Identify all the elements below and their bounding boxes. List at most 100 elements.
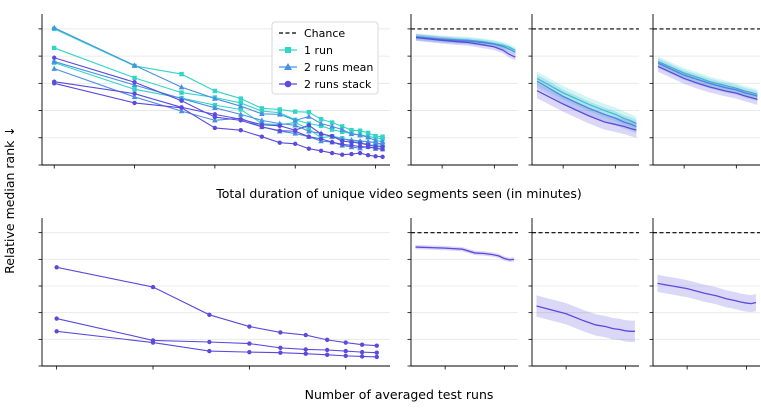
legend-one-run-label: 1 run	[304, 44, 333, 57]
marker-stack	[303, 351, 308, 356]
marker-one-run	[277, 107, 282, 112]
marker-mean	[212, 117, 218, 123]
legend-stack-marker	[284, 80, 292, 88]
marker-stack	[259, 124, 265, 130]
marker-mean	[372, 139, 379, 145]
marker-stack	[374, 343, 379, 348]
marker-one-run	[212, 88, 218, 94]
marker-stack	[277, 140, 282, 145]
marker-mean	[178, 108, 185, 114]
marker-stack	[277, 128, 282, 133]
panel-top-autokl	[649, 14, 760, 169]
marker-one-run	[349, 127, 354, 133]
marker-one-run	[132, 75, 137, 81]
x-axis-label-bottom: Number of averaged test runs	[305, 387, 494, 402]
marker-stack	[278, 345, 283, 351]
marker-mean	[306, 113, 312, 119]
marker-stack	[150, 284, 156, 290]
marker-stack	[306, 146, 312, 151]
marker-stack	[340, 152, 345, 157]
marker-stack	[179, 105, 184, 111]
marker-stack	[343, 353, 348, 359]
marker-mean	[318, 120, 324, 126]
marker-mean	[237, 111, 244, 117]
panel-bottom-autokl	[649, 218, 760, 370]
marker-one-run	[132, 87, 137, 92]
marker-stack	[340, 142, 345, 147]
marker-stack	[212, 114, 218, 120]
marker-stack	[357, 150, 363, 156]
marker-mean	[259, 110, 265, 117]
line-stack-S2	[56, 330, 377, 358]
marker-one-run	[293, 109, 298, 114]
marker-mean	[131, 81, 138, 88]
marker-mean	[306, 128, 312, 134]
marker-one-run	[52, 45, 57, 51]
line-mean	[657, 62, 758, 97]
legend-mean-marker	[284, 63, 292, 70]
marker-stack	[238, 127, 243, 133]
marker-mean	[379, 141, 386, 147]
line-stack-S1	[56, 266, 377, 347]
marker-stack	[132, 100, 137, 106]
marker-mean	[212, 95, 218, 101]
marker-stack	[373, 154, 378, 159]
marker-stack	[359, 342, 365, 347]
marker-one-run	[340, 124, 345, 129]
marker-stack	[365, 144, 371, 150]
marker-mean	[276, 111, 283, 117]
legend-one-run-marker	[285, 47, 291, 53]
marker-stack	[207, 312, 212, 317]
line-stack	[415, 246, 515, 261]
panel-bottom-clipcls	[528, 218, 639, 370]
line-mean	[415, 36, 516, 53]
marker-stack	[132, 91, 137, 96]
marker-stack	[293, 129, 298, 134]
marker-stack	[329, 139, 335, 145]
marker-stack	[374, 350, 379, 355]
marker-stack	[324, 347, 330, 353]
marker-stack	[54, 329, 59, 334]
marker-stack	[357, 141, 363, 146]
band-stack	[415, 244, 514, 262]
marker-mean	[292, 117, 299, 123]
marker-mean	[348, 130, 355, 137]
marker-mean	[51, 24, 58, 30]
marker-one-run	[329, 127, 335, 132]
marker-mean	[365, 134, 371, 140]
marker-stack	[365, 153, 371, 158]
marker-mean	[339, 126, 346, 132]
band-mean	[658, 58, 758, 102]
marker-mean	[131, 62, 138, 68]
marker-stack	[207, 348, 212, 354]
marker-stack	[349, 143, 354, 148]
marker-one-run	[357, 128, 363, 133]
marker-mean	[365, 138, 371, 144]
panel-top-vdvae	[407, 14, 518, 169]
marker-stack	[329, 150, 335, 156]
marker-one-run	[306, 109, 312, 115]
marker-stack	[207, 339, 212, 345]
marker-mean	[357, 132, 363, 138]
marker-stack	[238, 118, 243, 123]
line-stack	[536, 90, 637, 131]
marker-stack	[340, 138, 345, 144]
legend: Chance 1 run 2 runs mean 2 runs stack	[271, 21, 379, 95]
legend-chance-label: Chance	[304, 27, 345, 40]
marker-stack	[318, 136, 324, 142]
legend-frame	[271, 21, 379, 95]
marker-stack	[343, 348, 348, 354]
marker-stack	[247, 341, 252, 346]
marker-stack	[277, 123, 282, 128]
marker-one-run	[238, 107, 243, 112]
marker-one-run	[179, 71, 184, 77]
panel-top-clipcls	[528, 14, 639, 169]
marker-stack	[359, 354, 365, 359]
marker-stack	[349, 139, 354, 145]
marker-stack	[132, 80, 137, 85]
marker-stack	[373, 145, 378, 151]
marker-mean	[379, 138, 386, 144]
line-stack	[415, 36, 516, 58]
marker-one-run	[318, 117, 324, 122]
marker-one-run	[238, 96, 243, 101]
